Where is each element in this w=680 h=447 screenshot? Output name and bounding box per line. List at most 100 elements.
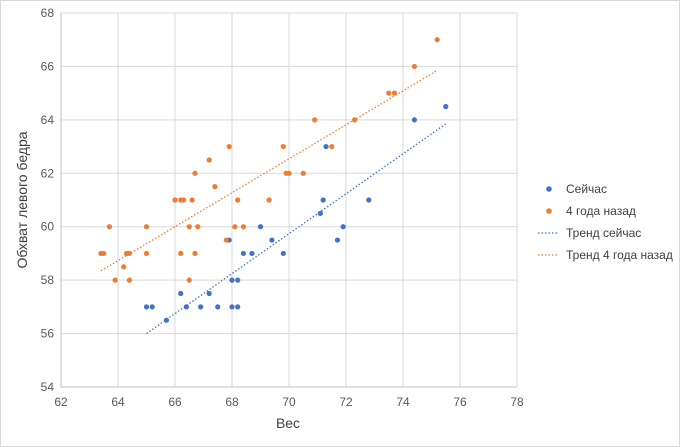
x-tick-label: 66 (168, 395, 182, 409)
x-axis-ticks: 62 64 66 68 70 72 74 76 78 (54, 395, 524, 409)
y-tick-label: 56 (41, 327, 55, 341)
data-point-series-0 (411, 117, 417, 123)
data-point-series-0 (229, 277, 235, 283)
data-point-series-0 (149, 304, 155, 310)
trendline-2 (146, 123, 447, 335)
data-point-series-1 (106, 224, 113, 230)
data-point-series-1 (101, 250, 107, 257)
data-point-series-1 (434, 37, 440, 43)
data-point-series-0 (198, 304, 204, 310)
data-point-series-1 (235, 197, 241, 203)
y-tick-label: 58 (41, 273, 55, 287)
x-axis-title: Вес (276, 415, 300, 431)
data-point-series-0 (334, 237, 341, 243)
data-point-series-1 (172, 197, 178, 203)
data-point-series-1 (178, 250, 184, 257)
data-point-series-1 (192, 250, 198, 257)
data-point-series-1 (300, 170, 306, 176)
y-axis-title: Обхват левого бедра (14, 131, 30, 268)
legend-label-4-years-ago: 4 года назад (566, 204, 636, 218)
data-point-series-0 (280, 250, 286, 257)
data-point-series-0 (178, 290, 184, 297)
data-point-series-1 (192, 170, 198, 176)
data-point-series-1 (223, 237, 229, 243)
legend-label-trend-4-years-ago: Тренд 4 года назад (566, 248, 673, 262)
data-point-series-1 (143, 224, 150, 230)
data-point-series-0 (249, 250, 255, 257)
x-tick-label: 68 (225, 395, 239, 409)
data-point-series-1 (189, 197, 195, 203)
data-point-series-1 (212, 184, 218, 190)
data-point-series-0 (240, 250, 246, 257)
x-tick-label: 70 (282, 395, 296, 409)
data-point-series-1 (312, 117, 318, 123)
data-point-series-0 (235, 304, 241, 310)
data-point-series-1 (329, 143, 335, 150)
x-tick-label: 64 (111, 395, 125, 409)
data-point-series-1 (186, 277, 192, 283)
legend-marker-now (546, 186, 552, 192)
data-point-series-0 (340, 224, 346, 230)
data-point-series-0 (215, 304, 221, 310)
data-point-series-1 (391, 90, 398, 96)
legend-item-trend-now: Тренд сейчас (538, 226, 641, 240)
data-point-series-0 (235, 277, 241, 283)
legend: Сейчас 4 года назад Тренд сейчас Тренд 4… (538, 182, 673, 262)
x-tick-label: 76 (453, 395, 467, 409)
data-point-series-0 (229, 304, 235, 310)
data-point-series-0 (269, 237, 275, 243)
trendline-3 (100, 69, 438, 272)
legend-label-now: Сейчас (566, 182, 607, 196)
data-point-series-0 (317, 210, 323, 216)
x-tick-label: 74 (396, 395, 410, 409)
data-point-series-1 (121, 264, 127, 270)
data-point-series-1 (143, 250, 150, 257)
axes (60, 13, 517, 388)
legend-label-trend-now: Тренд сейчас (566, 226, 641, 240)
data-points (98, 37, 449, 323)
data-point-series-0 (257, 224, 264, 230)
legend-item-trend-4-years-ago: Тренд 4 года назад (538, 248, 673, 262)
data-point-series-1 (126, 277, 132, 283)
data-point-series-0 (320, 197, 326, 203)
legend-item-now: Сейчас (546, 182, 607, 196)
legend-item-4-years-ago: 4 года назад (546, 204, 636, 218)
data-point-series-1 (286, 170, 292, 176)
data-point-series-1 (126, 250, 132, 257)
legend-marker-4-years-ago (546, 208, 552, 214)
data-point-series-1 (351, 117, 358, 123)
y-tick-label: 64 (41, 113, 55, 127)
data-point-series-1 (411, 63, 417, 70)
data-point-series-0 (443, 103, 449, 110)
data-point-series-1 (386, 90, 392, 96)
y-tick-label: 54 (41, 380, 55, 394)
y-tick-label: 68 (41, 6, 55, 20)
data-point-series-0 (206, 290, 212, 297)
data-point-series-0 (163, 317, 170, 323)
data-point-series-1 (195, 224, 201, 230)
y-tick-label: 60 (41, 220, 55, 234)
y-tick-label: 66 (41, 59, 55, 73)
gridlines (61, 12, 518, 387)
data-point-series-1 (112, 277, 118, 283)
data-point-series-0 (183, 304, 189, 310)
data-point-series-1 (240, 224, 246, 230)
data-point-series-1 (226, 143, 232, 150)
data-point-series-0 (323, 143, 329, 150)
trendlines (100, 69, 447, 335)
data-point-series-1 (232, 224, 238, 230)
y-tick-label: 62 (41, 166, 55, 180)
x-tick-label: 62 (54, 395, 68, 409)
data-point-series-0 (366, 197, 372, 203)
x-tick-label: 72 (339, 395, 353, 409)
data-point-series-1 (206, 157, 212, 163)
data-point-series-1 (180, 197, 187, 203)
x-tick-label: 78 (510, 395, 524, 409)
data-point-series-1 (186, 224, 192, 230)
data-point-series-0 (143, 304, 150, 310)
y-axis-ticks: 54 56 58 60 62 64 66 68 (41, 6, 55, 394)
data-point-series-1 (266, 197, 272, 203)
data-point-series-1 (280, 143, 286, 150)
